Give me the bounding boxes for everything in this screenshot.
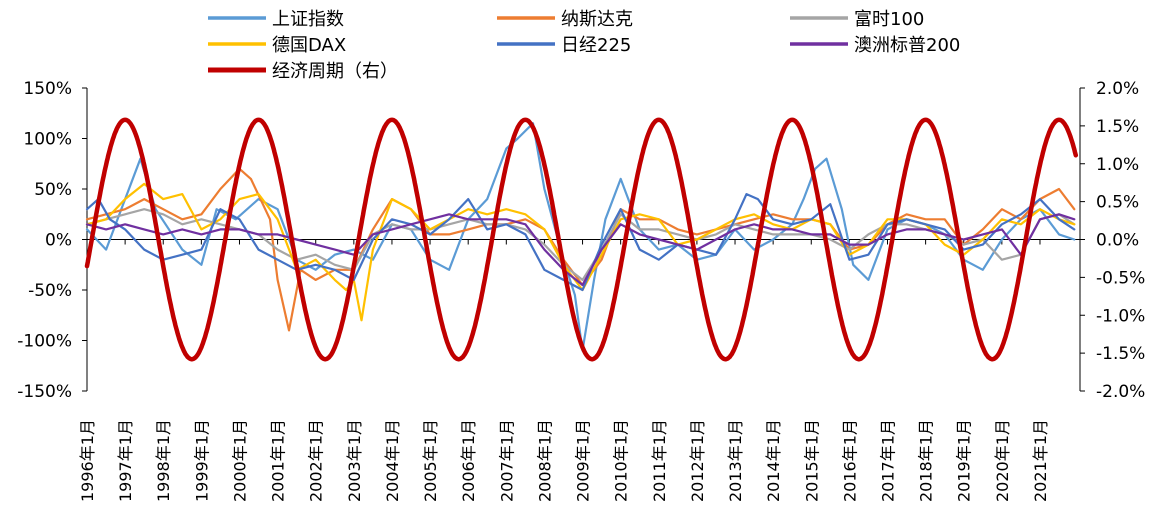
x-axis-tick-label: 2018年1月	[917, 419, 936, 502]
x-axis-tick-label: 1997年1月	[116, 419, 135, 502]
x-axis-tick-label: 1999年1月	[192, 419, 211, 502]
right-axis-tick-label: -2.0%	[1096, 382, 1145, 402]
x-axis-tick-label: 2016年1月	[840, 419, 859, 502]
series-line-1	[85, 122, 1076, 352]
axes: 150% 100% 50% 0% -50% -100% -150% 2.0% 1.5% 1.0% 0…	[17, 79, 1145, 502]
legend: 上证指数 纳斯达克 富时100 德国DAX 日经225 澳洲标普200 经济周期（右）	[208, 9, 960, 82]
right-axis-tick-label: 0.5%	[1096, 193, 1139, 213]
x-axis-tick-label: 2000年1月	[230, 419, 249, 502]
x-axis-tick-label: 2010年1月	[612, 419, 631, 502]
x-axis-tick-label: 2020年1月	[993, 419, 1012, 502]
x-axis-tick-label: 2002年1月	[307, 419, 326, 502]
x-axis-tick-label: 2004年1月	[383, 419, 402, 502]
right-axis-tick-label: -1.5%	[1096, 344, 1145, 364]
legend-label-5: 日经225	[561, 35, 631, 56]
right-axis-tick-label: -0.5%	[1096, 268, 1145, 288]
series-line-4	[85, 182, 1076, 322]
left-axis-tick-label: 150%	[23, 79, 72, 99]
x-axis-tick-label: 2019年1月	[955, 419, 974, 502]
x-axis-tick-label: 2008年1月	[535, 419, 554, 502]
legend-label-1: 上证指数	[272, 9, 344, 30]
right-axis-tick-label: -1.0%	[1096, 306, 1145, 326]
right-axis-tick-label: 1.5%	[1096, 117, 1139, 137]
x-axis-tick-label: 2005年1月	[421, 419, 440, 502]
legend-label-6: 澳洲标普200	[854, 35, 960, 56]
x-axis-tick-label: 2017年1月	[878, 419, 897, 502]
x-axis-tick-label: 2014年1月	[764, 419, 783, 502]
x-axis-tick-label: 2007年1月	[497, 419, 516, 502]
right-axis-tick-label: 1.0%	[1096, 155, 1139, 175]
legend-label-3: 富时100	[854, 9, 924, 30]
right-axis-tick-label: 2.0%	[1096, 79, 1139, 99]
x-axis-tick-label: 2009年1月	[574, 419, 593, 502]
legend-label-2: 纳斯达克	[561, 9, 633, 30]
x-axis-tick-label: 2006年1月	[459, 419, 478, 502]
series-line-7	[84, 117, 1079, 362]
x-axis-tick-label: 2001年1月	[269, 419, 288, 502]
series-line-6	[85, 213, 1076, 287]
left-axis-tick-label: -100%	[17, 332, 72, 352]
legend-label-4: 德国DAX	[272, 35, 346, 56]
x-axis-tick-label: 2011年1月	[650, 419, 669, 502]
x-axis-tick-label: 2012年1月	[688, 419, 707, 502]
x-axis-tick-label: 1998年1月	[154, 419, 173, 502]
series-layer	[84, 117, 1079, 362]
x-axis-tick-label: 2013年1月	[726, 419, 745, 502]
x-axis-tick-label: 2015年1月	[802, 419, 821, 502]
right-axis-tick-label: 0.0%	[1096, 231, 1139, 251]
x-axis-tick-label: 2021年1月	[1031, 419, 1050, 502]
x-axis-tick-label: 2003年1月	[345, 419, 364, 502]
series-line-5	[85, 193, 1076, 292]
x-axis-tick-label: 1996年1月	[78, 419, 97, 502]
legend-label-7: 经济周期（右）	[272, 61, 398, 82]
left-axis-tick-label: 50%	[34, 180, 72, 200]
left-axis-tick-label: 100%	[23, 130, 72, 150]
left-axis-tick-label: -50%	[28, 281, 72, 301]
left-axis-tick-label: 0%	[45, 231, 72, 251]
left-axis-tick-label: -150%	[17, 382, 72, 402]
